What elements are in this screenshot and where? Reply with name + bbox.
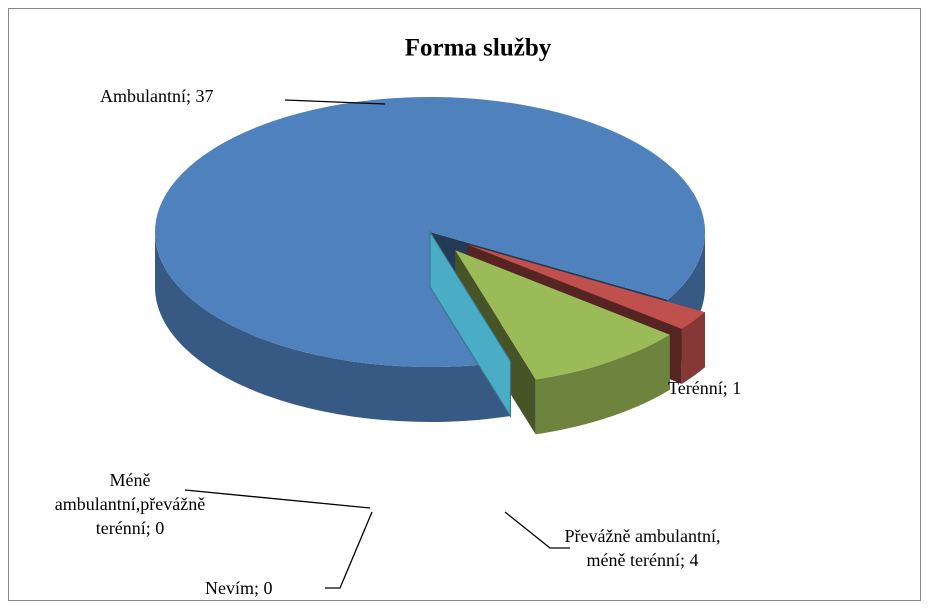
data-label: Terénní; 1 xyxy=(668,376,808,400)
label-category: Převážně ambulantní, méně terénní xyxy=(564,526,721,570)
slices xyxy=(154,97,705,435)
label-category: Terénní xyxy=(668,378,723,398)
slice-side xyxy=(681,312,705,384)
leader-line xyxy=(284,99,386,105)
label-value: 37 xyxy=(195,86,214,106)
slice-top xyxy=(455,250,670,380)
chart-title: Forma služby xyxy=(405,35,552,62)
data-label: Méně ambulantní,převážně terénní; 0 xyxy=(50,468,210,540)
leader-line xyxy=(325,511,373,589)
label-value: 0 xyxy=(263,578,273,598)
label-separator: ; xyxy=(722,378,733,398)
slice-side xyxy=(155,232,511,423)
leader-lines xyxy=(184,99,570,589)
data-label: Ambulantní; 37 xyxy=(100,84,300,108)
data-label: Nevím; 0 xyxy=(205,576,325,600)
data-label: Převážně ambulantní, méně terénní; 4 xyxy=(560,524,725,572)
label-separator: ; xyxy=(186,86,196,106)
slice-side xyxy=(535,334,670,435)
label-category: Nevím xyxy=(205,578,254,598)
label-value: 1 xyxy=(732,378,742,398)
label-category: Méně ambulantní,převážně terénní xyxy=(54,470,206,538)
label-separator: ; xyxy=(679,550,690,570)
label-separator: ; xyxy=(145,518,156,538)
label-separator: ; xyxy=(254,578,264,598)
label-category: Ambulantní xyxy=(100,86,186,106)
slice xyxy=(429,230,511,418)
slice-top xyxy=(467,244,705,329)
label-value: 0 xyxy=(155,518,165,538)
leader-line xyxy=(504,511,570,549)
label-value: 4 xyxy=(689,550,699,570)
leader-line xyxy=(184,489,371,509)
